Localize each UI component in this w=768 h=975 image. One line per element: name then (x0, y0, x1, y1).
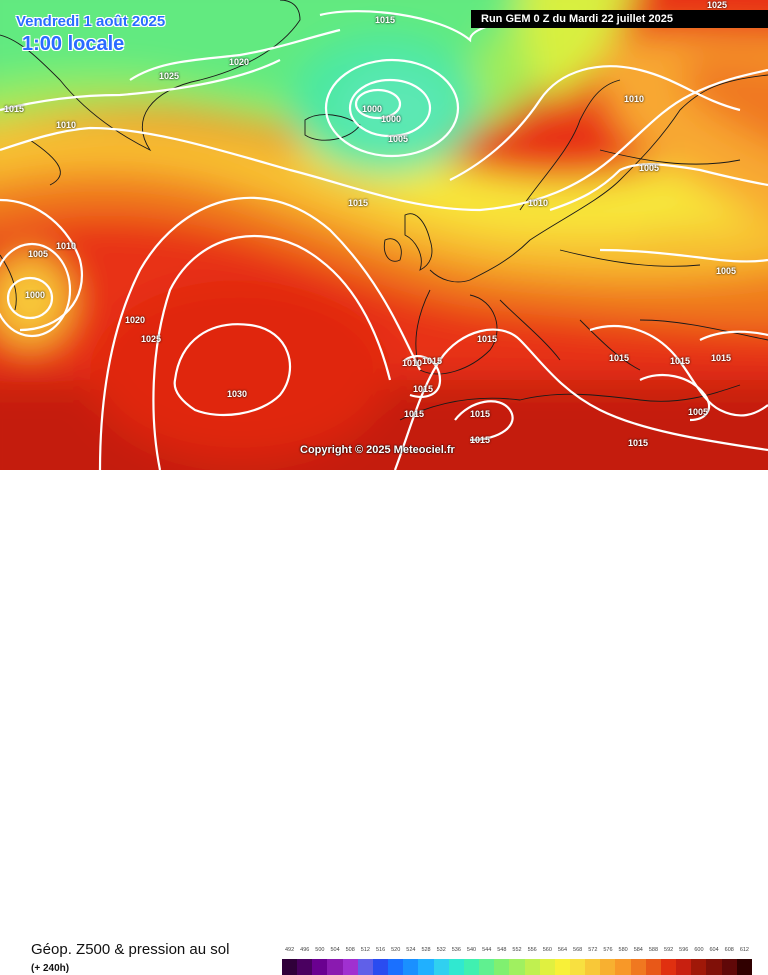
legend-swatch (327, 959, 343, 975)
isobar-label: 1015 (422, 356, 443, 366)
isobar-label: 1005 (688, 407, 709, 417)
isobar-label: 1015 (477, 334, 498, 344)
forecast-date: Vendredi 1 août 2025 (16, 13, 166, 30)
legend-swatch (282, 959, 298, 975)
isobar-label: 1000 (25, 290, 46, 300)
legend-swatch (312, 959, 328, 975)
isobar-lines (0, 10, 768, 470)
coastlines (0, 0, 768, 421)
local-time: 1:00 locale (22, 33, 125, 55)
legend-swatch (372, 959, 389, 975)
copyright-notice: Copyright © 2025 Meteociel.fr (300, 444, 455, 456)
legend-swatch (509, 959, 525, 975)
legend-swatch (403, 959, 419, 975)
isobar-label: 1015 (404, 409, 425, 419)
geopotential-field (0, 0, 768, 470)
isobar-label: 1010 (624, 94, 645, 104)
isobar-label: 1015 (470, 435, 491, 445)
legend-swatch (585, 959, 601, 975)
legend-swatch (736, 959, 752, 975)
forecast-step: (+ 240h) (31, 963, 70, 974)
legend-swatch (676, 959, 692, 975)
isobar-label: 1025 (141, 334, 162, 344)
legend-swatch (630, 959, 646, 975)
legend-swatch (706, 959, 722, 975)
legend-swatch (554, 959, 570, 975)
isobar-label: 1020 (229, 57, 250, 67)
isobar-label: 1005 (716, 266, 737, 276)
legend-swatch (615, 959, 631, 975)
isobar-label: 1005 (388, 134, 409, 144)
legend-swatch (433, 959, 449, 975)
isobar-label: 1015 (711, 353, 732, 363)
isobar-label: 1030 (227, 389, 248, 399)
chart-title: Géop. Z500 & pression au sol (31, 941, 230, 958)
legend-swatch (721, 959, 737, 975)
model-run-label: Run GEM 0 Z du Mardi 22 juillet 2025 (471, 10, 768, 28)
isobar-label: 1020 (125, 315, 146, 325)
legend-swatch (645, 959, 661, 975)
isobar-label: 1010 (56, 120, 77, 130)
legend-tick-label: 612 (739, 947, 749, 953)
legend-swatch (388, 959, 404, 975)
isobar-label: 1015 (470, 409, 491, 419)
isobar-label: 1015 (628, 438, 649, 448)
legend-swatch (418, 959, 434, 975)
isobar-label: 1010 (56, 241, 77, 251)
isobar-label: 1015 (4, 104, 25, 114)
legend-swatch (494, 959, 510, 975)
isobar-label: 1000 (362, 104, 383, 114)
z500-color-fill (0, 0, 768, 470)
isobar-label: 1000 (381, 114, 402, 124)
legend-swatch (569, 959, 586, 975)
isobar-label: 1015 (348, 198, 369, 208)
legend-swatch (660, 959, 677, 975)
legend-ticks: 492 496 500 504 508 512 516 520 524 528 532 536 540 5… (282, 947, 752, 957)
isobar-label: 1015 (375, 15, 396, 25)
isobar-label: 1025 (707, 0, 728, 10)
legend-swatch (539, 959, 555, 975)
legend-swatch (448, 959, 464, 975)
isobar-label: 1010 (528, 198, 549, 208)
isobar-label: 1010 (402, 358, 423, 368)
legend-swatch (691, 959, 707, 975)
legend-swatch (463, 959, 480, 975)
isobar-label: 1005 (639, 163, 660, 173)
legend-swatch (342, 959, 358, 975)
isobar-label: 1015 (413, 384, 434, 394)
isobar-label: 1015 (609, 353, 630, 363)
isobar-label: 1005 (28, 249, 49, 259)
isobar-label: 1015 (670, 356, 691, 366)
isobar-label: 1025 (159, 71, 180, 81)
legend-swatch (479, 959, 495, 975)
color-scale-bar (282, 959, 752, 975)
forecast-map: Vendredi 1 août 2025 1:00 locale Run GEM… (0, 0, 768, 470)
legend-swatch (600, 959, 616, 975)
legend-swatch (524, 959, 540, 975)
legend-panel: Géop. Z500 & pression au sol (+ 240h) 49… (0, 470, 768, 975)
legend-swatch (297, 959, 313, 975)
legend-swatch (357, 959, 373, 975)
